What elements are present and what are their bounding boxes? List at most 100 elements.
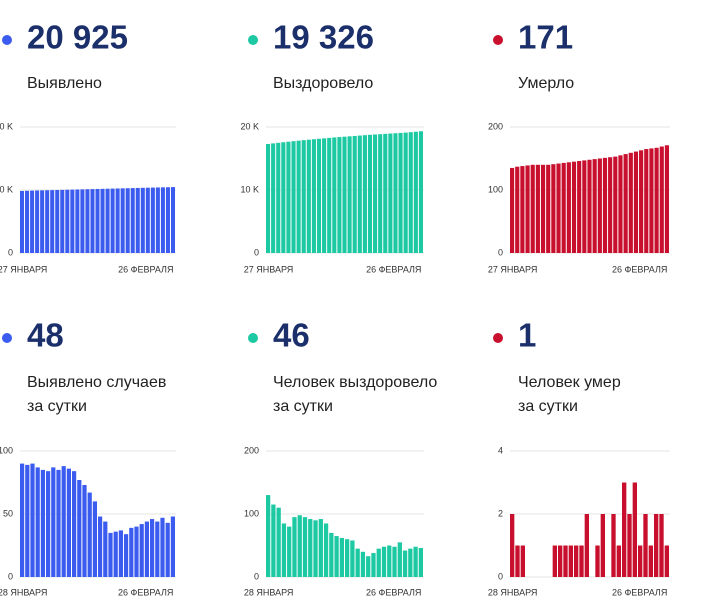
panel-label: за сутки — [518, 398, 578, 415]
bar — [373, 134, 378, 253]
bar — [72, 471, 77, 577]
bar — [90, 189, 95, 253]
x-tick-label: 26 ФЕВРАЛЯ — [118, 264, 173, 274]
bar — [25, 190, 30, 253]
y-tick-label: 20 K — [0, 184, 13, 194]
y-tick-label: 10 K — [240, 184, 259, 194]
bar — [347, 136, 352, 253]
headline-value: 1 — [518, 317, 536, 354]
headline-value: 20 925 — [27, 19, 128, 56]
bar — [393, 133, 398, 253]
bar — [622, 482, 627, 577]
y-tick-label: 4 — [498, 445, 503, 455]
bar — [271, 143, 276, 253]
bar — [563, 545, 568, 577]
y-tick-label: 100 — [244, 508, 259, 518]
bar — [165, 187, 170, 253]
x-tick-label: 27 ЯНВАРЯ — [244, 264, 294, 274]
bar — [100, 188, 105, 253]
bar — [551, 164, 556, 253]
bar — [87, 492, 92, 577]
panel-label: Человек умер — [518, 374, 621, 391]
headline-value: 48 — [27, 317, 64, 354]
bar — [339, 537, 344, 577]
bar — [20, 463, 25, 577]
bar — [332, 137, 337, 253]
bar — [654, 147, 659, 253]
bar — [618, 155, 623, 253]
y-tick-label: 0 — [254, 571, 259, 581]
headline-value: 19 326 — [273, 19, 374, 56]
bar — [313, 520, 318, 577]
bar — [297, 515, 302, 577]
bar — [61, 466, 66, 577]
bar — [302, 517, 308, 577]
bar — [155, 187, 160, 253]
panel-label: Умерло — [518, 75, 574, 92]
legend-dot — [493, 333, 503, 343]
y-tick-label: 0 — [498, 571, 503, 581]
y-tick-label: 0 — [8, 571, 13, 581]
bar — [360, 551, 366, 577]
bar — [45, 190, 50, 253]
bar — [597, 158, 602, 253]
bar — [664, 545, 669, 577]
y-tick-label: 40 K — [0, 121, 13, 131]
bar — [150, 187, 155, 253]
y-tick-label: 200 — [244, 445, 259, 455]
x-tick-label: 27 ЯНВАРЯ — [0, 264, 47, 274]
bar — [520, 545, 525, 577]
bar — [579, 545, 584, 577]
legend-dot — [2, 333, 12, 343]
bar — [75, 189, 80, 253]
x-tick-label: 26 ФЕВРАЛЯ — [366, 587, 421, 597]
bar — [40, 190, 45, 253]
bar — [540, 164, 546, 253]
bar — [520, 166, 525, 253]
y-tick-label: 2 — [498, 508, 503, 518]
bar — [413, 546, 418, 577]
bar — [627, 514, 632, 577]
bar — [561, 162, 566, 253]
bar — [552, 545, 557, 577]
bar — [92, 501, 97, 577]
bar — [568, 545, 573, 577]
bar — [600, 514, 605, 577]
bar — [639, 150, 644, 253]
bar — [105, 188, 110, 253]
bar — [40, 469, 45, 577]
x-tick-label: 28 ЯНВАРЯ — [0, 587, 47, 597]
bar — [546, 164, 551, 253]
bar — [276, 507, 281, 577]
bar — [387, 545, 392, 577]
bar — [510, 167, 515, 253]
bar — [130, 188, 135, 253]
panel-label: Выявлено — [27, 75, 102, 92]
bar — [649, 148, 654, 253]
bar — [82, 485, 87, 577]
bar — [392, 546, 397, 577]
bar — [301, 140, 306, 253]
bar — [145, 187, 150, 253]
bar — [66, 468, 71, 577]
panel-label: Человек выздоровело — [273, 374, 437, 391]
bar — [664, 145, 669, 253]
bar — [577, 161, 582, 253]
bar — [50, 190, 55, 253]
x-tick-label: 26 ФЕВРАЛЯ — [612, 587, 667, 597]
x-tick-label: 28 ЯНВАРЯ — [244, 587, 294, 597]
bar — [345, 539, 350, 577]
panel-label: за сутки — [27, 398, 87, 415]
headline-value: 46 — [273, 317, 310, 354]
bar — [30, 190, 35, 253]
bar — [20, 190, 25, 253]
bar — [120, 188, 125, 253]
bar — [135, 187, 140, 253]
legend-dot — [248, 333, 258, 343]
bar — [281, 142, 286, 253]
bar — [287, 526, 292, 577]
bar — [418, 548, 423, 577]
bar — [638, 545, 643, 577]
bar — [95, 188, 100, 253]
bar — [595, 545, 600, 577]
